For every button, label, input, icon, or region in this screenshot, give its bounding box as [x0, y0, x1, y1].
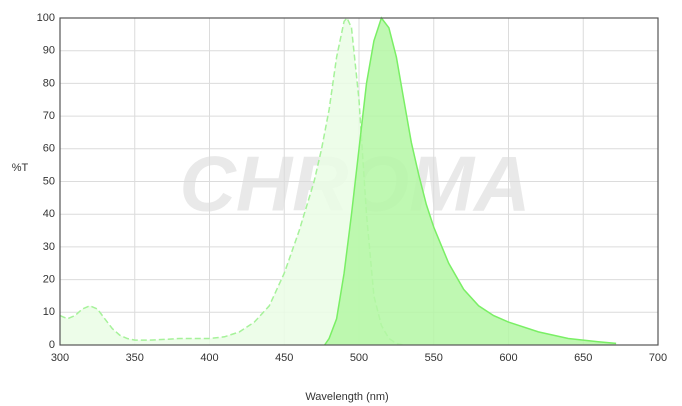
- y-tick-label: 50: [43, 175, 55, 187]
- y-tick-label: 10: [43, 306, 55, 318]
- x-tick-label: 350: [126, 352, 144, 364]
- y-tick-label: 100: [37, 12, 55, 24]
- x-tick-label: 300: [51, 352, 69, 364]
- line: [323, 16, 617, 346]
- y-tick-label: 40: [43, 208, 55, 220]
- line: [59, 16, 404, 346]
- x-tick-label: 550: [425, 352, 443, 364]
- x-axis-label: Wavelength (nm): [305, 391, 388, 403]
- x-tick-label: 500: [350, 352, 368, 364]
- y-tick-label: 80: [43, 77, 55, 89]
- x-tick-label: 400: [200, 352, 218, 364]
- y-tick-label: 70: [43, 110, 55, 122]
- x-tick-label: 450: [275, 352, 293, 364]
- y-tick-label: 30: [43, 241, 55, 253]
- x-tick-label: 600: [499, 352, 517, 364]
- y-tick-label: 0: [49, 339, 55, 351]
- area: [324, 18, 617, 345]
- area: [60, 18, 404, 345]
- y-tick-label: 20: [43, 274, 55, 286]
- plot-frame: [59, 17, 659, 346]
- x-tick-label: 700: [649, 352, 667, 364]
- y-tick-label: 90: [43, 45, 55, 57]
- y-tick-label: 60: [43, 143, 55, 155]
- y-axis-label: %T: [12, 162, 29, 174]
- x-tick-label: 650: [574, 352, 592, 364]
